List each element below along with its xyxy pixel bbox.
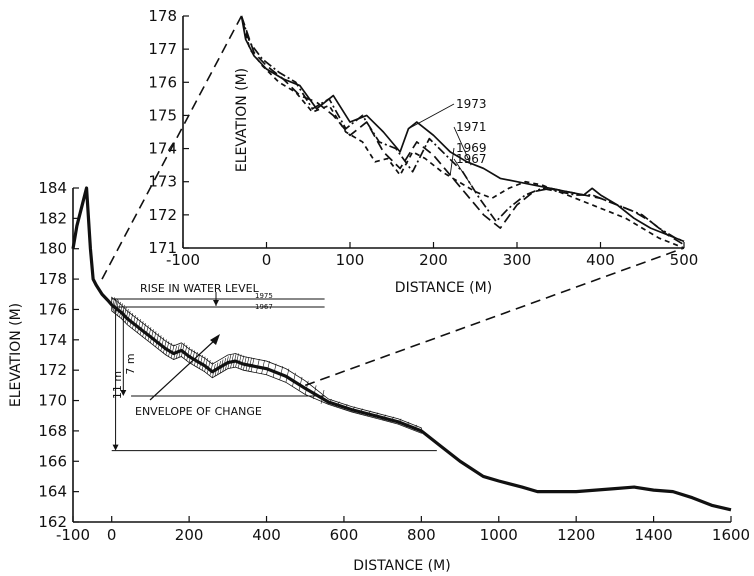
x-tick-label: 0 <box>107 526 117 544</box>
range-11m-arrowhead <box>112 444 119 451</box>
inset-series-leader-1969 <box>449 147 455 176</box>
x-axis-label: DISTANCE (M) <box>353 558 450 574</box>
inset-x-tick-label: 400 <box>586 251 615 269</box>
inset-y-tick-label: 172 <box>148 206 177 224</box>
annotations: RISE IN WATER LEVEL 1975 1967 ENVELOPE O… <box>111 282 273 418</box>
inset-series-leader-1973 <box>408 103 455 130</box>
y-tick-label: 174 <box>38 331 67 349</box>
inset-series-label-1969: 1969 <box>456 141 487 155</box>
inset-series-line-1973 <box>240 15 685 243</box>
inset-y-tick-label: 178 <box>148 7 177 25</box>
rise-arrow-head <box>213 300 219 306</box>
x-tick-label: 600 <box>330 526 359 544</box>
inset-series-label-1973: 1973 <box>456 97 487 111</box>
inset-series-leader-1971 <box>453 126 472 166</box>
inset-series-leader-1967 <box>453 158 472 186</box>
inset-y-tick-label: 175 <box>148 106 177 124</box>
x-tick-label: 1000 <box>480 526 518 544</box>
y-tick-label: 170 <box>38 392 67 410</box>
x-tick-label: 1200 <box>557 526 595 544</box>
zoom-connector-right <box>304 247 685 387</box>
y-tick-label: 168 <box>38 422 67 440</box>
y-tick-label: 172 <box>38 361 67 379</box>
y-tick-label: 164 <box>38 483 67 501</box>
inset-x-tick-label: 100 <box>336 251 365 269</box>
rise-in-water-level-label: RISE IN WATER LEVEL <box>140 282 260 295</box>
y-tick-label: 166 <box>38 452 67 470</box>
inset-chart: -100 0 100 200 300 400 500 171 172 173 174 175 176 17… <box>148 0 704 296</box>
y-tick-label: 178 <box>38 270 67 288</box>
inset-y-tick-label: 177 <box>148 40 177 58</box>
inset-y-tick-label: 176 <box>148 73 177 91</box>
envelope-hatch-line <box>125 308 129 323</box>
zoom-connector-left <box>101 15 243 280</box>
y-tick-label: 184 <box>38 179 67 197</box>
range-7m-arrowhead <box>120 389 127 396</box>
inset-series-label-1967: 1967 <box>456 152 487 166</box>
x-tick-label: 800 <box>407 526 436 544</box>
y-tick-label: 182 <box>38 209 67 227</box>
zoom-connector-lines <box>101 15 685 387</box>
envelope-pointer-line <box>149 339 216 401</box>
inset-y-axis-label: ELEVATION (M) <box>234 68 250 172</box>
year-label-1967: 1967 <box>255 303 273 311</box>
envelope-of-change-label: ENVELOPE OF CHANGE <box>135 405 262 418</box>
year-label-1975: 1975 <box>255 292 273 300</box>
x-tick-label: 1400 <box>634 526 672 544</box>
inset-x-axis-label: DISTANCE (M) <box>395 280 492 296</box>
inset-series-label-1971: 1971 <box>456 120 487 134</box>
inset-x-tick-label: 500 <box>670 251 699 269</box>
inset-x-tick-label: -100 <box>166 251 200 269</box>
inset-series-line-1967 <box>240 15 685 249</box>
range-label-7m: 7 m <box>124 353 137 374</box>
envelope-hatch-line <box>123 306 127 321</box>
range-label-11m: 11 m <box>111 371 124 399</box>
inset-x-tick-label: 200 <box>419 251 448 269</box>
x-tick-label: 200 <box>175 526 204 544</box>
inset-background <box>183 0 704 250</box>
y-tick-label: 180 <box>38 240 67 258</box>
inset-series-line-1969 <box>240 15 685 246</box>
x-tick-label: -100 <box>56 526 90 544</box>
inset-x-tick-label: 0 <box>262 251 272 269</box>
y-tick-label: 162 <box>38 513 67 531</box>
y-tick-label: 176 <box>38 300 67 318</box>
inset-y-tick-label: 171 <box>148 239 177 257</box>
inset-y-tick-label: 174 <box>148 140 177 158</box>
inset-x-tick-label: 300 <box>503 251 532 269</box>
x-tick-label: 1600 <box>712 526 750 544</box>
profile-series-line <box>71 186 732 512</box>
envelope-pointer-arrowhead <box>210 334 220 345</box>
main-chart: -100 0 200 400 600 800 1000 1200 1400 16001621641… <box>8 179 750 574</box>
y-axis-label: ELEVATION (M) <box>8 303 24 407</box>
inset-y-tick-label: 173 <box>148 173 177 191</box>
x-tick-label: 400 <box>252 526 281 544</box>
